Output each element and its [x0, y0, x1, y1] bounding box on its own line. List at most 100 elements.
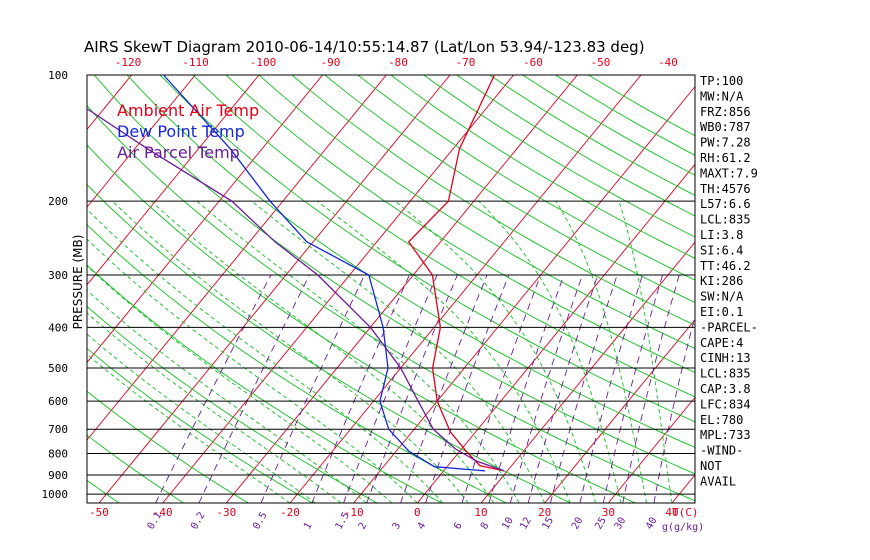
stat-line: KI:286 [700, 274, 743, 288]
isotherm-line [0, 75, 68, 503]
mixing-ratio-tick-label: 4 [416, 521, 429, 532]
mixing-ratio-tick-label: 1 [302, 521, 315, 532]
pressure-tick-label: 800 [48, 448, 68, 461]
stat-line: MW:N/A [700, 89, 744, 103]
isotherm-line [87, 75, 196, 208]
stat-line: -WIND- [700, 444, 743, 458]
mixing-ratio-line [260, 274, 365, 503]
dry-adiabat-line [87, 479, 120, 503]
dry-adiabat-line [0, 75, 54, 503]
moist-adiabat-line [196, 200, 520, 503]
isotherm-line [416, 163, 695, 503]
pressure-tick-label: 400 [48, 321, 68, 334]
stat-line: LCL:835 [700, 213, 751, 227]
stat-line: LCL:835 [700, 367, 751, 381]
moist-adiabat-line [87, 238, 418, 503]
isotherm-line [87, 75, 323, 364]
mixing-ratio-line [579, 274, 643, 503]
top-temp-tick-label: -100 [250, 56, 277, 69]
top-temp-tick-label: -80 [388, 56, 408, 69]
stat-line: NOT [700, 459, 722, 473]
stat-line: MPL:733 [700, 428, 751, 442]
stat-line: RH:61.2 [700, 151, 751, 165]
isotherm-line [87, 75, 260, 286]
top-temp-tick-label: -110 [182, 56, 209, 69]
dry-adiabat-line [423, 75, 695, 238]
isotherm-line [87, 75, 387, 441]
stat-line: PW:7.28 [700, 136, 751, 150]
plot-frame [86, 74, 696, 504]
pressure-tick-label: 900 [48, 469, 68, 482]
pressure-tick-label: 600 [48, 395, 68, 408]
top-temp-tick-label: -90 [321, 56, 341, 69]
bottom-temp-tick-label: -10 [344, 506, 364, 519]
isotherm-line [98, 75, 451, 503]
top-temp-tick-label: -70 [456, 56, 476, 69]
bottom-temp-tick-label: 10 [474, 506, 487, 519]
dry-adiabat-line [87, 104, 695, 502]
mixing-ratio-tick-label: 8 [479, 521, 492, 532]
stat-line: AVAIL [700, 474, 736, 488]
legend-entry: Dew Point Temp [117, 122, 245, 141]
mixing-unit-label: g(g/kg) [662, 522, 704, 533]
moist-adiabat-line [317, 200, 571, 503]
y-axis-label: PRESSURE (MB) [71, 235, 85, 330]
dry-adiabat-line [87, 347, 313, 503]
mixing-ratio-line [461, 274, 542, 503]
pressure-tick-label: 500 [48, 362, 68, 375]
pressure-tick-label: 1000 [42, 488, 69, 501]
bottom-temp-tick-label: -50 [89, 506, 109, 519]
moist-adiabat-line [251, 200, 546, 503]
moist-adiabat-line [87, 333, 316, 503]
stat-line: FRZ:856 [700, 105, 751, 119]
mixing-ratio-tick-label: 40 [644, 516, 660, 532]
moist-adiabat-line [87, 312, 342, 503]
stat-line: TH:4576 [700, 182, 751, 196]
bottom-temp-tick-label: 20 [538, 506, 551, 519]
isotherm-line [225, 75, 578, 503]
top-temp-tick-label: -120 [115, 56, 142, 69]
mixing-ratio-tick-label: 15 [541, 516, 557, 532]
bottom-temp-tick-label: -40 [153, 506, 173, 519]
mixing-ratio-line [425, 274, 510, 503]
mixing-ratio-line [198, 274, 310, 503]
stat-line: CINH:13 [700, 351, 751, 365]
moist-adiabat-line [87, 208, 444, 503]
moist-adiabat-line [87, 353, 291, 503]
stat-line: CAP:3.8 [700, 382, 751, 396]
mixing-ratio-tick-label: 25 [593, 516, 609, 532]
isotherm-line [162, 75, 514, 503]
bottom-temp-tick-label: 30 [602, 506, 615, 519]
pressure-tick-label: 700 [48, 423, 68, 436]
dry-adiabat-line [291, 75, 695, 326]
stat-line: EL:780 [700, 413, 743, 427]
bottom-temp-tick-label: -20 [280, 506, 300, 519]
dry-adiabat-line [87, 305, 378, 503]
pressure-tick-label: 100 [48, 69, 68, 82]
stat-line: L57:6.6 [700, 197, 751, 211]
profile-line-ambient-air-temp [407, 75, 505, 472]
legend-entry: Ambient Air Temp [117, 101, 259, 120]
stat-line: LI:3.8 [700, 228, 743, 242]
isotherm-line [0, 75, 4, 503]
stat-line: LFC:834 [700, 397, 751, 411]
chart-title: AIRS SkewT Diagram 2010-06-14/10:55:14.8… [84, 38, 645, 56]
dry-adiabat-line [87, 434, 184, 503]
stat-line: TP:100 [700, 74, 743, 88]
mixing-ratio-tick-label: 0.5 [251, 510, 270, 531]
mixing-ratio-line [155, 274, 272, 503]
isotherm-line [607, 396, 695, 503]
mixing-ratio-tick-label: 30 [613, 516, 629, 532]
bottom-temp-tick-label: 40 [665, 506, 678, 519]
mixing-ratio-line [527, 274, 599, 503]
moist-adiabat-line [112, 200, 469, 503]
mixing-ratio-line [343, 274, 438, 503]
stat-line: CAPE:4 [700, 336, 743, 350]
profile-line-air-parcel-temp [87, 107, 505, 472]
mixing-ratio-line [653, 314, 695, 503]
mixing-ratio-tick-label: 10 [500, 516, 516, 532]
mixing-ratio-tick-label: 2 [357, 521, 370, 532]
dry-adiabat-line [159, 75, 695, 423]
mixing-ratio-line [509, 274, 583, 503]
